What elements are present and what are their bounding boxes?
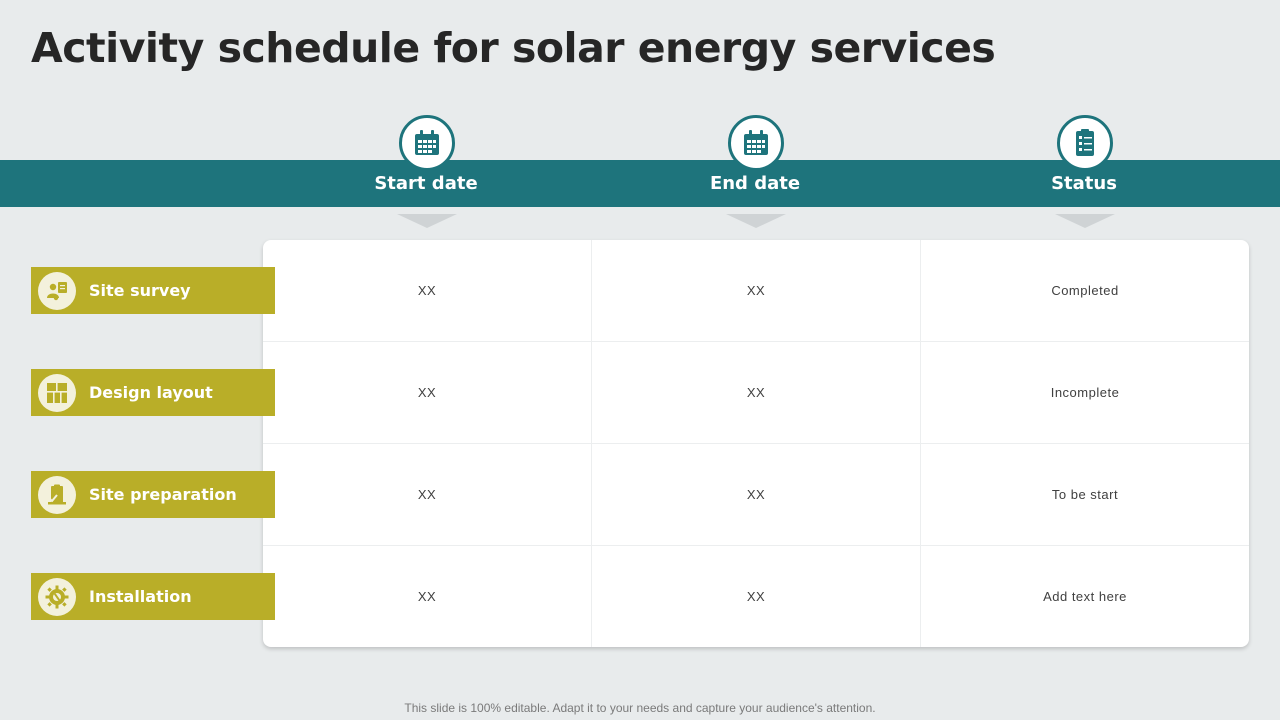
row-label-installation: Installation [31, 573, 275, 620]
layout-icon [38, 373, 76, 412]
row-label-text: Site preparation [89, 485, 237, 504]
installation-end-cell: XX [746, 589, 766, 604]
row-divider [263, 341, 1249, 342]
gear-wrench-icon [38, 577, 76, 616]
end-date-pointer [726, 214, 786, 228]
start-date-calendar-icon [399, 115, 455, 171]
site-survey-end-cell: XX [746, 283, 766, 298]
status-pointer [1055, 214, 1115, 228]
installation-status-cell: Add text here [1043, 589, 1127, 604]
site-preparation-icon [38, 475, 76, 514]
start-date-pointer [397, 214, 457, 228]
page-title: Activity schedule for solar energy servi… [31, 24, 996, 72]
row-divider [263, 545, 1249, 546]
site-preparation-status-cell: To be start [1051, 487, 1119, 502]
site-preparation-end-cell: XX [746, 487, 766, 502]
design-layout-end-cell: XX [746, 385, 766, 400]
column-header-start-date: Start date [374, 173, 478, 194]
row-label-text: Installation [89, 587, 192, 606]
row-label-site-survey: Site survey [31, 267, 275, 314]
surveyor-icon [38, 271, 76, 310]
end-date-calendar-icon [728, 115, 784, 171]
installation-start-cell: XX [417, 589, 437, 604]
row-label-design-layout: Design layout [31, 369, 275, 416]
site-preparation-start-cell: XX [417, 487, 437, 502]
site-survey-start-cell: XX [417, 283, 437, 298]
row-divider [263, 443, 1249, 444]
column-header-end-date: End date [709, 173, 801, 194]
status-checklist-icon [1057, 115, 1113, 171]
design-layout-start-cell: XX [417, 385, 437, 400]
row-label-site-preparation: Site preparation [31, 471, 275, 518]
site-survey-status-cell: Completed [1051, 283, 1119, 298]
design-layout-status-cell: Incomplete [1050, 385, 1120, 400]
footer-note: This slide is 100% editable. Adapt it to… [404, 701, 876, 715]
header-band [0, 160, 1280, 207]
row-label-text: Site survey [89, 281, 191, 300]
column-header-status: Status [1051, 173, 1117, 194]
row-label-text: Design layout [89, 383, 213, 402]
